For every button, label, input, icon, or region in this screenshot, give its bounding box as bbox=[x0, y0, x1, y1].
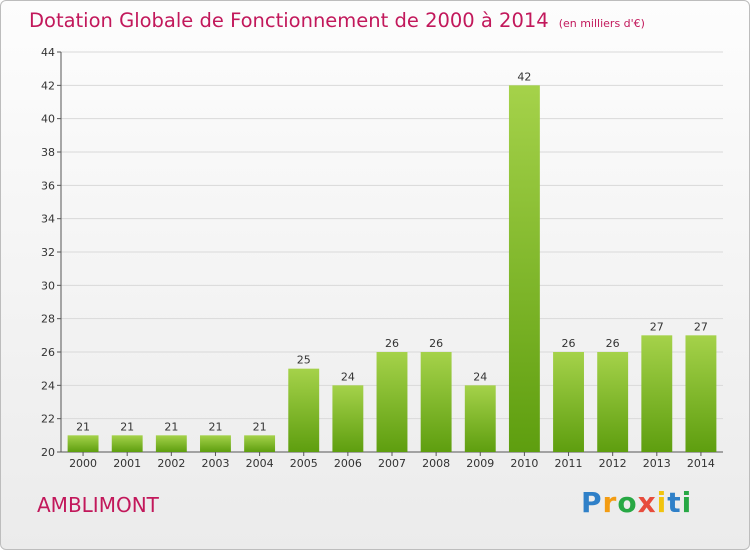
proxiti-logo: Proxiti bbox=[581, 486, 692, 519]
y-tick-label: 42 bbox=[41, 79, 55, 92]
bar bbox=[200, 435, 231, 452]
bar bbox=[641, 335, 673, 452]
bar bbox=[597, 352, 629, 452]
logo-letter: t bbox=[667, 486, 682, 519]
x-tick-label: 2008 bbox=[422, 457, 450, 470]
y-tick-label: 40 bbox=[41, 113, 55, 126]
bar-value-label: 24 bbox=[473, 370, 487, 383]
bar-value-label: 21 bbox=[120, 420, 134, 433]
logo-letter: i bbox=[656, 486, 668, 519]
x-tick-label: 2006 bbox=[334, 457, 362, 470]
bar bbox=[464, 385, 496, 452]
bar-value-label: 26 bbox=[429, 337, 443, 350]
x-tick-label: 2014 bbox=[687, 457, 715, 470]
x-tick-label: 2013 bbox=[643, 457, 671, 470]
bar-value-label: 26 bbox=[562, 337, 576, 350]
y-tick-label: 20 bbox=[41, 446, 55, 459]
bar-value-label: 27 bbox=[694, 320, 708, 333]
x-tick-label: 2004 bbox=[246, 457, 274, 470]
bar bbox=[288, 368, 320, 452]
bar-value-label: 27 bbox=[650, 320, 664, 333]
bar bbox=[508, 85, 540, 452]
bar bbox=[685, 335, 717, 452]
bar-value-label: 21 bbox=[164, 420, 178, 433]
bar-value-label: 21 bbox=[253, 420, 267, 433]
logo-letter: o bbox=[617, 486, 638, 519]
commune-name: AMBLIMONT bbox=[37, 493, 159, 517]
bar bbox=[244, 435, 276, 452]
bar-value-label: 21 bbox=[76, 420, 90, 433]
bar bbox=[111, 435, 143, 452]
logo-letter: P bbox=[581, 486, 603, 519]
x-tick-label: 2009 bbox=[466, 457, 494, 470]
y-tick-label: 36 bbox=[41, 179, 55, 192]
x-tick-label: 2003 bbox=[201, 457, 229, 470]
chart-title: Dotation Globale de Fonctionnement de 20… bbox=[29, 9, 549, 32]
y-tick-label: 24 bbox=[41, 379, 55, 392]
logo-letter: x bbox=[637, 486, 657, 519]
bar bbox=[420, 352, 452, 452]
y-tick-label: 28 bbox=[41, 313, 55, 326]
bar-value-label: 24 bbox=[341, 370, 355, 383]
y-tick-label: 26 bbox=[41, 346, 55, 359]
bar-value-label: 42 bbox=[517, 70, 531, 83]
x-tick-label: 2012 bbox=[599, 457, 627, 470]
x-tick-label: 2011 bbox=[555, 457, 583, 470]
x-tick-label: 2000 bbox=[69, 457, 97, 470]
chart-header: Dotation Globale de Fonctionnement de 20… bbox=[29, 9, 645, 32]
y-tick-label: 44 bbox=[41, 46, 55, 59]
logo-letter: r bbox=[602, 486, 618, 519]
bar-chart: 20 22 24 26 28 30 32 34 36 38 40 42 44 21 2000 21 2001 21… bbox=[41, 46, 723, 470]
y-tick-label: 22 bbox=[41, 413, 55, 426]
bar-value-label: 26 bbox=[606, 337, 620, 350]
logo-letter: i bbox=[681, 486, 693, 519]
bar-value-label: 26 bbox=[385, 337, 399, 350]
bar bbox=[376, 352, 408, 452]
bar bbox=[67, 435, 99, 452]
y-tick-label: 30 bbox=[41, 279, 55, 292]
bar bbox=[155, 435, 187, 452]
y-tick-label: 38 bbox=[41, 146, 55, 159]
x-tick-label: 2007 bbox=[378, 457, 406, 470]
y-tick-label: 34 bbox=[41, 213, 55, 226]
bar-value-label: 25 bbox=[297, 354, 311, 367]
y-tick-label: 32 bbox=[41, 246, 55, 259]
x-tick-label: 2002 bbox=[157, 457, 185, 470]
x-tick-label: 2005 bbox=[290, 457, 318, 470]
bar bbox=[332, 385, 364, 452]
bar-value-label: 21 bbox=[208, 420, 222, 433]
chart-unit: (en milliers d'€) bbox=[558, 17, 645, 30]
x-tick-label: 2001 bbox=[113, 457, 141, 470]
x-tick-label: 2010 bbox=[510, 457, 538, 470]
bar bbox=[553, 352, 584, 452]
